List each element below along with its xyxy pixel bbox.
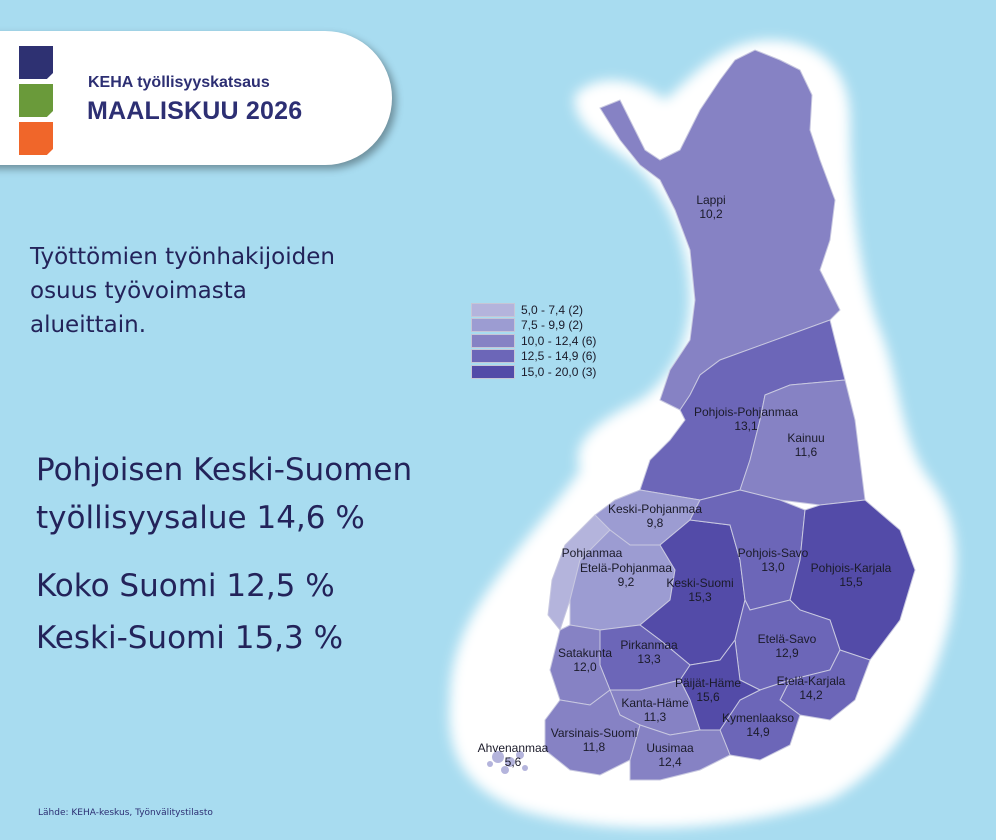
label-kymenlaakso: Kymenlaakso 14,9: [721, 711, 795, 739]
label-lappi: Lappi 10,2: [696, 193, 726, 221]
region-lappi: [599, 49, 841, 411]
label-keski-pohjanmaa: Keski-Pohjanmaa 9,8: [607, 502, 703, 530]
label-paijat-hame: Päijät-Häme 15,6: [674, 676, 742, 704]
logo-block-green: [19, 84, 53, 117]
label-satakunta: Satakunta 12,0: [557, 646, 613, 674]
report-series: KEHA työllisyyskatsaus: [88, 74, 270, 91]
legend-swatch: [471, 333, 515, 348]
label-pirkanmaa: Pirkanmaa 13,3: [620, 638, 678, 666]
legend-label: 5,0 - 7,4 (2): [521, 302, 584, 317]
label-etela-karjala: Etelä-Karjala 14,2: [776, 674, 846, 702]
label-etela-savo: Etelä-Savo 12,9: [757, 632, 817, 660]
legend-item: 12,5 - 14,9 (6): [471, 349, 596, 365]
logo-block-blue: [19, 46, 53, 79]
stat-finland: Koko Suomi 12,5 %: [36, 568, 335, 604]
legend-label: 15,0 - 20,0 (3): [521, 364, 597, 379]
legend-label: 10,0 - 12,4 (6): [521, 333, 597, 348]
label-ahvenanmaa: Ahvenanmaa 5,6: [477, 741, 549, 769]
label-kanta-hame: Kanta-Häme 11,3: [621, 696, 689, 724]
stat-region-line1: Pohjoisen Keski-Suomen: [36, 452, 413, 488]
legend-swatch: [471, 318, 515, 333]
intro-line: Työttömien työnhakijoiden: [30, 244, 335, 270]
legend-item: 15,0 - 20,0 (3): [471, 364, 596, 380]
legend-item: 7,5 - 9,9 (2): [471, 318, 596, 334]
intro-line: osuus työvoimasta: [30, 278, 247, 304]
label-pohjanmaa: Pohjanmaa: [561, 546, 623, 560]
label-pohjois-savo: Pohjois-Savo 13,0: [737, 546, 809, 574]
legend-swatch: [471, 349, 515, 364]
legend-label: 12,5 - 14,9 (6): [521, 349, 597, 364]
intro-text: Työttömien työnhakijoiden osuus työvoima…: [30, 240, 450, 342]
label-pohjois-karjala: Pohjois-Karjala 15,5: [810, 561, 892, 589]
region-kainuu: [739, 379, 866, 506]
stat-keski-suomi: Keski-Suomi 15,3 %: [36, 620, 344, 656]
intro-line: alueittain.: [30, 312, 147, 338]
legend-item: 5,0 - 7,4 (2): [471, 302, 596, 318]
legend-label: 7,5 - 9,9 (2): [521, 318, 584, 333]
legend-item: 10,0 - 12,4 (6): [471, 333, 596, 349]
label-etela-pohjanmaa: Etelä-Pohjanmaa 9,2: [579, 561, 673, 589]
keha-logo: [19, 46, 53, 160]
label-pohjois-pohjanmaa: Pohjois-Pohjanmaa 13,1: [693, 405, 799, 433]
map-legend: 5,0 - 7,4 (2) 7,5 - 9,9 (2) 10,0 - 12,4 …: [471, 302, 596, 380]
legend-swatch: [471, 364, 515, 379]
label-keski-suomi: Keski-Suomi 15,3: [666, 576, 734, 604]
legend-swatch: [471, 302, 515, 317]
stat-region-line2: työllisyysalue 14,6 %: [36, 500, 365, 536]
report-title: MAALISKUU 2026: [87, 97, 303, 125]
region-ahvenanmaa: [487, 751, 528, 774]
header-card: [0, 31, 392, 165]
region-uusimaa: [629, 724, 731, 781]
label-varsinais-suomi: Varsinais-Suomi 11,8: [550, 726, 638, 754]
logo-block-orange: [19, 122, 53, 155]
source-note: Lähde: KEHA-keskus, Työnvälitystilasto: [38, 808, 213, 818]
label-kainuu: Kainuu 11,6: [787, 431, 825, 459]
label-uusimaa: Uusimaa 12,4: [646, 741, 694, 769]
